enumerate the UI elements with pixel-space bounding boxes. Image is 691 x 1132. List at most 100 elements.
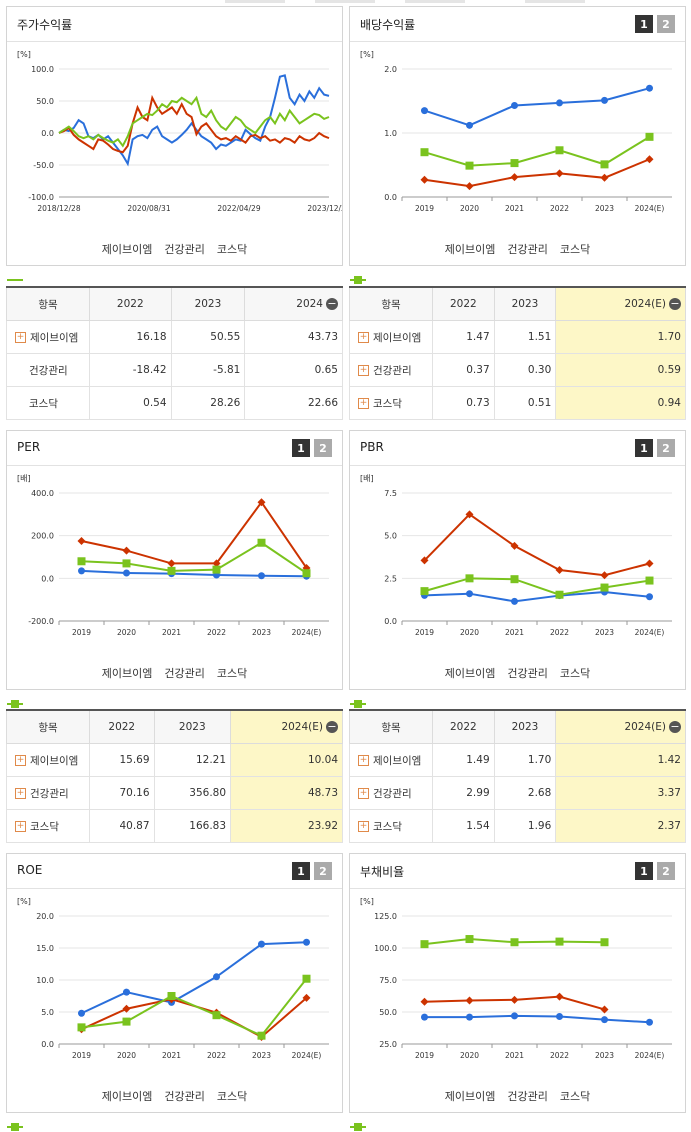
data-point <box>555 590 564 599</box>
row-label[interactable]: 건강관리 <box>6 353 90 387</box>
table-cell: 2.37 <box>555 809 686 843</box>
legend-item[interactable]: 코스닥 <box>7 1088 247 1131</box>
table-cell: 28.26 <box>170 386 246 420</box>
legend-item[interactable]: 제이브이엠 <box>350 1088 495 1131</box>
legend-item[interactable]: 코스닥 <box>7 665 247 708</box>
legend-item[interactable]: 건강관리 <box>7 665 205 708</box>
row-label[interactable]: + 건강관리 <box>6 776 90 810</box>
legend-item[interactable]: 건강관리 <box>350 1088 548 1131</box>
collapse-icon[interactable]: − <box>326 297 338 310</box>
legend-item[interactable]: 제이브이엠 <box>7 665 152 708</box>
row-label[interactable]: + 제이브이엠 <box>6 743 90 777</box>
collapse-icon[interactable]: − <box>669 297 681 310</box>
x-tick-label: 2020 <box>460 628 479 637</box>
page-2-button[interactable]: 2 <box>657 862 675 880</box>
legend-item[interactable]: 건강관리 <box>350 241 548 284</box>
row-label[interactable]: + 코스닥 <box>6 809 90 843</box>
data-point <box>510 159 519 168</box>
expand-icon[interactable]: + <box>358 332 369 343</box>
page-1-button[interactable]: 1 <box>635 15 653 33</box>
row-label[interactable]: + 건강관리 <box>349 776 433 810</box>
data-point <box>600 160 609 169</box>
data-point <box>555 146 564 155</box>
page-2-button[interactable]: 2 <box>657 439 675 457</box>
data-point <box>167 992 176 1000</box>
y-tick-label: 5.0 <box>41 1008 54 1017</box>
table-row: + 코스닥 0.73 0.51 0.94 <box>349 386 686 420</box>
table-header-cell: 항목 <box>6 709 90 744</box>
table-cell: 22.66 <box>244 386 343 420</box>
legend-item[interactable]: 코스닥 <box>350 1088 590 1131</box>
page-2-button[interactable]: 2 <box>314 862 332 880</box>
page-1-button[interactable]: 1 <box>635 862 653 880</box>
table-cell: 48.73 <box>230 776 343 810</box>
table-cell: -18.42 <box>89 353 172 387</box>
table-header-cell: 항목 <box>349 709 433 744</box>
legend-item[interactable]: 제이브이엠 <box>350 665 495 708</box>
legend-item[interactable]: 제이브이엠 <box>7 241 152 281</box>
y-tick-label: 50.0 <box>36 97 54 106</box>
data-point <box>302 563 311 572</box>
data-point <box>466 1013 473 1021</box>
x-tick-label: 2024(E) <box>635 204 665 213</box>
data-point <box>78 1009 85 1017</box>
page-2-button[interactable]: 2 <box>657 15 675 33</box>
series-line <box>424 135 651 167</box>
x-tick-label: 2023 <box>595 204 614 213</box>
row-label[interactable]: + 제이브이엠 <box>349 743 433 777</box>
row-label[interactable]: + 코스닥 <box>349 386 433 420</box>
legend-item[interactable]: 건강관리 <box>7 1088 205 1131</box>
collapse-icon[interactable]: − <box>669 720 681 733</box>
series-line <box>58 95 330 148</box>
legend-item[interactable]: 코스닥 <box>350 241 590 284</box>
chart-pbr: [배] 7.5 5.0 2.5 0.0 2019 2020 2021 2022 2023 2024(… <box>360 474 672 637</box>
expand-icon[interactable]: + <box>15 332 26 343</box>
expand-icon[interactable]: + <box>358 788 369 799</box>
panel-title: ROE <box>17 863 43 877</box>
legend-item[interactable]: 제이브이엠 <box>350 241 495 284</box>
legend-item[interactable]: 코스닥 <box>350 665 590 708</box>
data-point <box>645 559 654 568</box>
y-tick-label: 1.0 <box>384 129 397 138</box>
page-1-button[interactable]: 1 <box>635 439 653 457</box>
table-cell: 70.16 <box>89 776 155 810</box>
expand-icon[interactable]: + <box>15 821 26 832</box>
row-label[interactable]: 코스닥 <box>6 386 90 420</box>
table-header-cell: 항목 <box>6 286 90 321</box>
expand-icon[interactable]: + <box>358 398 369 409</box>
data-point <box>600 583 609 592</box>
page-1-button[interactable]: 1 <box>292 862 310 880</box>
expand-icon[interactable]: + <box>15 755 26 766</box>
row-label[interactable]: + 제이브이엠 <box>6 320 90 354</box>
expand-icon[interactable]: + <box>358 821 369 832</box>
data-point <box>555 169 564 178</box>
y-tick-label: 400.0 <box>31 489 54 498</box>
legend: 제이브이엠 건강관리 코스닥 <box>350 1088 685 1131</box>
page-1-button[interactable]: 1 <box>292 439 310 457</box>
series-line <box>81 500 308 569</box>
row-label[interactable]: + 제이브이엠 <box>349 320 433 354</box>
page-2-button[interactable]: 2 <box>314 439 332 457</box>
row-label[interactable]: + 건강관리 <box>349 353 433 387</box>
table-row: + 제이브이엠 1.47 1.51 1.70 <box>349 320 686 354</box>
legend-item[interactable]: 제이브이엠 <box>7 1088 152 1131</box>
data-point <box>123 988 130 996</box>
table-cell: 3.37 <box>555 776 686 810</box>
expand-icon[interactable]: + <box>358 755 369 766</box>
data-point <box>510 575 519 584</box>
expand-icon[interactable]: + <box>358 365 369 376</box>
data-point <box>122 1017 131 1026</box>
legend-item[interactable]: 코스닥 <box>7 241 247 281</box>
data-point <box>167 559 176 568</box>
x-tick-label: 2024(E) <box>292 628 322 637</box>
y-unit-label: [%] <box>17 897 31 906</box>
data-point <box>212 1011 221 1020</box>
legend-item[interactable]: 건강관리 <box>7 241 205 281</box>
expand-icon[interactable]: + <box>15 788 26 799</box>
y-tick-label: 100.0 <box>374 944 397 953</box>
legend-item[interactable]: 건강관리 <box>350 665 548 708</box>
collapse-icon[interactable]: − <box>326 720 338 733</box>
row-label[interactable]: + 코스닥 <box>349 809 433 843</box>
top-tab-strip <box>225 0 665 4</box>
y-tick-label: 0.0 <box>41 574 54 583</box>
